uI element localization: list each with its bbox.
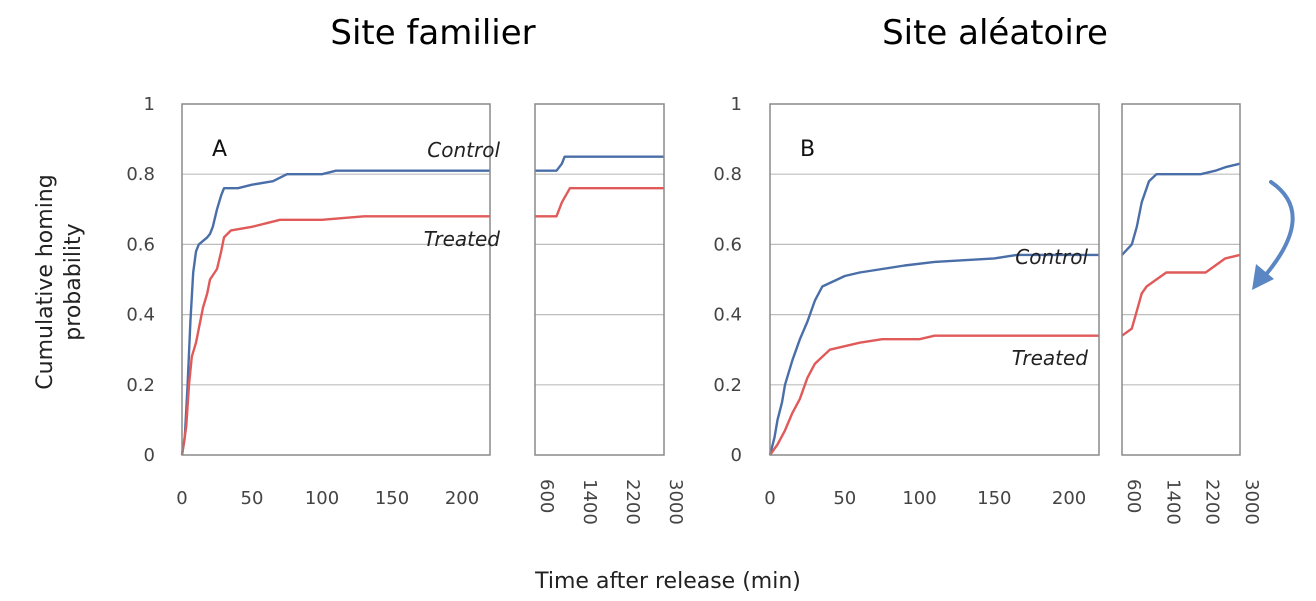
y-tick-label: 0.8 (713, 164, 742, 185)
y-tick-label: 0.2 (713, 375, 742, 396)
y-tick-label: 0.4 (126, 305, 155, 326)
panel-letter: A (212, 137, 227, 162)
plots: 00.20.40.60.810 50 100 150 200 600 1400 2200 300… (126, 94, 1262, 525)
series-line-control (768, 253, 1099, 456)
x-tick-label: 0 (176, 488, 187, 509)
panel-b: 0 0.2 0.4 0.6 0.8 1 0 50 100 150 200 600 1400 2200 300… (713, 94, 1262, 525)
plot-frame (534, 103, 665, 456)
x-tick-label: 1400 (579, 479, 600, 525)
x-tick-label: 50 (241, 488, 264, 509)
y-tick-label: 1 (144, 94, 155, 115)
x-tick-label: 100 (305, 488, 339, 509)
title-site-familier: Site familier (330, 13, 535, 53)
x-axis-label: Time after release (min) (534, 569, 801, 594)
x-tick-label: 600 (536, 479, 557, 513)
series-line-treated (180, 215, 490, 456)
y-axis-label: Cumulative homing probability (33, 174, 86, 389)
plot-frame (769, 103, 1100, 456)
x-tick-label: 3000 (665, 479, 686, 525)
y-axis-label-line1: Cumulative homing (33, 174, 58, 389)
y-tick-label: 1 (731, 94, 742, 115)
x-tick-label: 2200 (622, 479, 643, 525)
x-tick-label: 1400 (1162, 479, 1183, 525)
series-line-treated (535, 186, 664, 218)
y-axis-label-line2: probability (61, 223, 86, 340)
y-tick-label: 0.6 (713, 234, 742, 255)
series-line-treated (769, 334, 1099, 456)
y-tick-label: 0 (731, 445, 742, 466)
plot-frame (181, 103, 491, 456)
x-tick-label: 150 (375, 488, 409, 509)
series-line-control (1121, 162, 1241, 256)
y-tick-label: 0.4 (713, 305, 742, 326)
series-line-control (535, 155, 664, 172)
x-tick-label: 2200 (1202, 479, 1223, 525)
panel-letter: B (800, 137, 815, 162)
series-line-treated (1121, 253, 1241, 337)
series-label-treated: Treated (1012, 346, 1089, 370)
x-tick-label: 150 (977, 488, 1011, 509)
y-tick-label: 0 (144, 445, 155, 466)
y-tick-label: 0.6 (126, 234, 155, 255)
series-label-treated: Treated (424, 227, 501, 251)
y-tick-label: 0.2 (126, 375, 155, 396)
x-tick-label: 200 (1052, 488, 1086, 509)
curved-arrow-icon (1252, 180, 1295, 290)
x-tick-label: 200 (445, 488, 479, 509)
x-tick-label: 3000 (1241, 479, 1262, 525)
x-tick-label: 600 (1123, 479, 1144, 513)
title-site-aleatoire: Site aléatoire (882, 13, 1108, 53)
x-tick-label: 50 (833, 488, 856, 509)
x-tick-label: 100 (902, 488, 936, 509)
plot-frame (1121, 103, 1241, 456)
x-tick-label: 0 (764, 488, 775, 509)
series-label-control: Control (427, 138, 500, 162)
series-line-control (180, 169, 490, 456)
y-tick-label: 0.8 (126, 164, 155, 185)
panel-a: 0 0.2 0.4 0.6 0.8 1 0 50 100 150 200 600 1400 2200 300… (126, 94, 686, 525)
series-label-control: Control (1015, 245, 1088, 269)
